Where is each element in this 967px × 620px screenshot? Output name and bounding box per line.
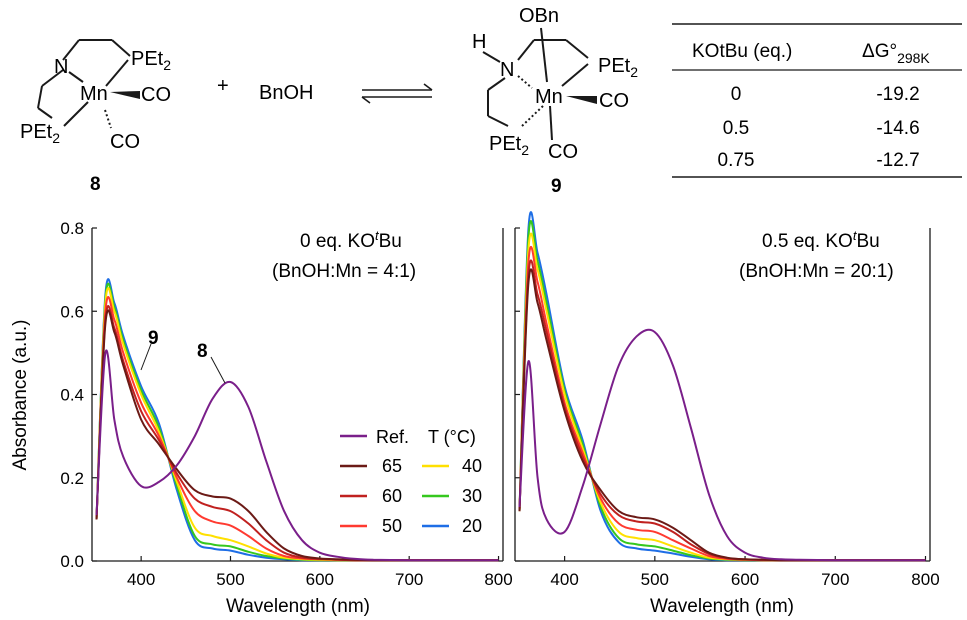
- legend-label-50: 50: [382, 516, 402, 536]
- left-x-tick-label: 600: [306, 570, 334, 589]
- right-annotation-line2: (BnOH:Mn = 20:1): [739, 261, 894, 282]
- c8-atom-co-right: CO: [141, 84, 171, 106]
- left-x-tick-label: 400: [127, 570, 155, 589]
- right-x-tick-label: 400: [550, 570, 578, 589]
- left-series-line-20: [95, 278, 499, 562]
- left-y-tick-label: 0.0: [60, 552, 84, 571]
- right-y-ticks: [515, 227, 520, 562]
- right-annotation-line1: 0.5 eq. KOtBu: [762, 228, 880, 252]
- left-x-tick-label: 700: [395, 570, 423, 589]
- c9-atom-mn: Mn: [535, 86, 563, 108]
- left-series-line-30: [95, 282, 499, 562]
- c9-atom-n: N: [500, 59, 514, 81]
- right-series-line-60: [518, 259, 926, 562]
- peak-label-9: 9: [148, 328, 159, 349]
- left-annotation-line2: (BnOH:Mn = 4:1): [272, 261, 416, 282]
- right-x-axis-label: Wavelength (nm): [650, 596, 794, 617]
- legend-label-40: 40: [462, 456, 482, 476]
- left-y-tick-label: 0.6: [60, 302, 84, 321]
- c8-atom-pet2-bottom: PEt2: [20, 121, 60, 146]
- c8-atom-n: N: [54, 56, 68, 78]
- legend-label-20: 20: [462, 516, 482, 536]
- c8-atom-co-bottom: CO: [110, 131, 140, 153]
- table-cell-dg-1: -14.6: [876, 118, 919, 139]
- table-cell-kotbu-0: 0: [731, 84, 742, 105]
- legend-ref-label: Ref.: [376, 427, 409, 447]
- right-panel: 400 500 600 700 800 Wavelength (nm) 0.5 eq. …: [514, 211, 940, 617]
- right-series-line-40: [518, 232, 926, 562]
- plus-sign: +: [217, 75, 229, 97]
- legend-label-65: 65: [382, 456, 402, 476]
- reaction-scheme: N PEt2 Mn CO PEt2 CO 8 + BnOH OBn H N PE…: [20, 5, 962, 197]
- right-x-ticks: 400 500 600 700 800: [550, 556, 940, 589]
- left-x-ticks: 400 500 600 700 800: [127, 556, 513, 589]
- c8-atom-mn: Mn: [80, 83, 108, 105]
- left-panel: 0.0 0.2 0.4 0.6 0.8 400 500 600 700 800 Absorban…: [10, 219, 513, 617]
- c9-atom-obn: OBn: [519, 5, 559, 27]
- right-x-tick-label: 700: [821, 570, 849, 589]
- peak-9-leader: [140, 343, 152, 371]
- right-x-tick-label: 500: [641, 570, 669, 589]
- left-y-axis-label: Absorbance (a.u.): [10, 319, 31, 470]
- c9-atom-h: H: [472, 31, 486, 53]
- c8-atom-pet2-top: PEt2: [131, 48, 171, 73]
- right-series-line-65: [518, 268, 926, 562]
- c9-atom-pet2-bottom: PEt2: [489, 133, 529, 158]
- left-series-lines: [95, 278, 499, 562]
- legend-label-30: 30: [462, 486, 482, 506]
- left-series-line-ref: [95, 349, 499, 562]
- left-y-tick-label: 0.2: [60, 469, 84, 488]
- compound-8-structure: [37, 39, 140, 129]
- peak-8-leader: [210, 356, 226, 384]
- table-cell-kotbu-2: 0.75: [718, 150, 755, 171]
- left-x-axis-label: Wavelength (nm): [226, 596, 370, 617]
- equilibrium-arrow: [361, 83, 433, 104]
- reagent-bnoh: BnOH: [259, 82, 313, 104]
- compound-9-structure: [482, 27, 597, 141]
- right-series-line-50: [518, 245, 926, 562]
- left-annotation-line1: 0 eq. KOtBu: [300, 228, 402, 252]
- compound-9-number: 9: [551, 176, 562, 197]
- left-y-ticks: 0.0 0.2 0.4 0.6 0.8: [60, 219, 97, 571]
- c9-atom-co-bottom: CO: [548, 141, 578, 163]
- left-x-tick-label: 800: [484, 570, 512, 589]
- c9-atom-pet2-top: PEt2: [598, 55, 638, 80]
- table-cell-kotbu-1: 0.5: [723, 118, 749, 139]
- right-x-tick-label: 600: [731, 570, 759, 589]
- table-cell-dg-0: -19.2: [876, 84, 919, 105]
- energy-table: KOtBu (eq.) ΔG°298K 0 -19.2 0.5 -14.6 0.…: [672, 23, 962, 178]
- compound-8-number: 8: [90, 174, 101, 195]
- table-header-dg: ΔG°298K: [862, 41, 930, 66]
- right-series-line-ref: [518, 328, 926, 562]
- table-cell-dg-2: -12.7: [876, 150, 919, 171]
- legend-temp-header: T (°C): [428, 427, 476, 447]
- legend-label-60: 60: [382, 486, 402, 506]
- left-y-tick-label: 0.8: [60, 219, 84, 238]
- table-header-kotbu: KOtBu (eq.): [692, 41, 792, 62]
- left-x-tick-label: 500: [216, 570, 244, 589]
- temperature-legend: Ref. T (°C) 65 40 60 30 50 20: [340, 427, 482, 536]
- left-y-tick-label: 0.4: [60, 386, 84, 405]
- right-x-tick-label: 800: [911, 570, 939, 589]
- c9-atom-co-right: CO: [599, 90, 629, 112]
- right-series-lines: [518, 211, 926, 562]
- peak-label-8: 8: [197, 341, 208, 362]
